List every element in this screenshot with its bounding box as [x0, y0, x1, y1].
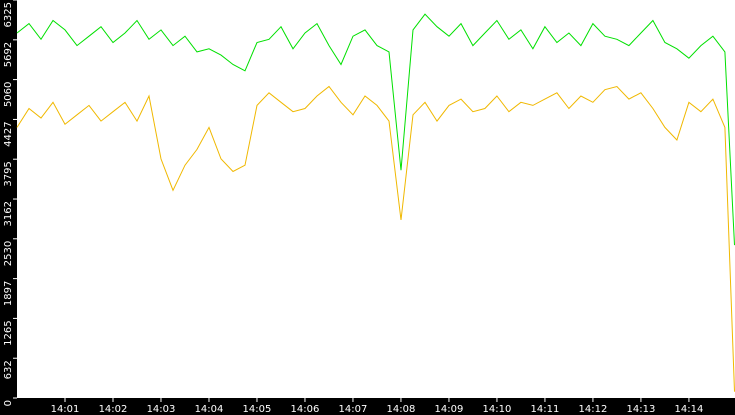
x-tick-label: 14:14 [675, 404, 704, 415]
y-tick-label: 0 [3, 400, 14, 406]
y-tick-label: 1265 [3, 320, 14, 345]
x-tick-label: 14:04 [195, 404, 224, 415]
y-tick-label: 6325 [3, 2, 14, 27]
x-tick-label: 14:03 [147, 404, 176, 415]
x-tick-label: 14:09 [435, 404, 464, 415]
y-axis-strip [0, 0, 17, 415]
y-tick-label: 1897 [3, 281, 14, 306]
y-tick-label: 2530 [3, 241, 14, 266]
x-tick-label: 14:01 [51, 404, 80, 415]
x-tick-label: 14:13 [627, 404, 656, 415]
y-tick-label: 5060 [3, 82, 14, 107]
x-tick-label: 14:02 [99, 404, 128, 415]
x-tick-label: 14:11 [531, 404, 560, 415]
y-tick-label: 5692 [3, 42, 14, 67]
y-tick-label: 3795 [3, 161, 14, 186]
x-tick-label: 14:10 [483, 404, 512, 415]
y-tick-label: 4427 [3, 121, 14, 146]
series-line [16, 85, 735, 392]
y-tick-label: 3162 [3, 201, 14, 226]
x-tick-label: 14:07 [339, 404, 368, 415]
x-tick-label: 14:12 [579, 404, 608, 415]
y-tick-label: 632 [3, 360, 14, 379]
x-axis-strip [0, 398, 735, 415]
series-line [16, 13, 735, 246]
x-tick-label: 14:06 [291, 404, 320, 415]
x-tick-label: 14:08 [387, 404, 416, 415]
x-tick-label: 14:05 [243, 404, 272, 415]
